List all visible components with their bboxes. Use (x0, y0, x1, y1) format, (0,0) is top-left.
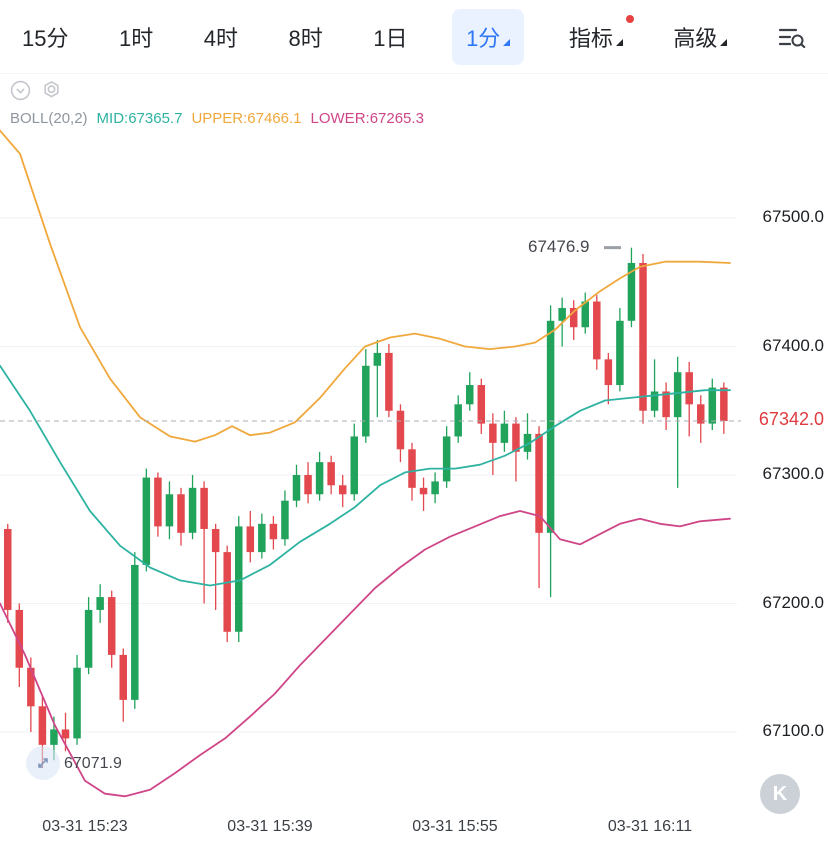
chart-settings-icon[interactable] (772, 19, 812, 55)
candlestick-chart[interactable] (0, 74, 828, 814)
indicator-menu[interactable]: 指标 (563, 12, 634, 62)
tab-8hour[interactable]: 8时 (288, 25, 323, 51)
diagonal-arrows-icon (38, 758, 48, 768)
dropdown-triangle-icon (503, 38, 511, 46)
x-axis-label: 03-31 15:23 (42, 818, 128, 835)
boll-lower-value: LOWER:67265.3 (310, 110, 424, 127)
y-axis-label: 67100.0 (762, 721, 824, 740)
boll-upper-value: UPPER:67466.1 (191, 110, 302, 127)
indicator-name-label: BOLL(20,2) (10, 110, 88, 127)
gear-icon[interactable] (41, 80, 62, 106)
indicator-legend: BOLL(20,2) MID:67365.7 UPPER:67466.1 LOW… (10, 110, 424, 127)
timeframe-toolbar: 15分 1时 4时 8时 1日 1分 指标 高级 (0, 0, 828, 74)
watermark-logo: K (760, 774, 800, 814)
y-axis-label: 67400.0 (762, 336, 824, 355)
session-high-value: 67476.9 (528, 237, 590, 256)
y-axis-label: 67200.0 (762, 593, 824, 612)
chart-tools (10, 80, 62, 106)
dropdown-triangle-icon (615, 38, 623, 46)
session-low-value: 67071.9 (64, 755, 122, 772)
expand-chart-button[interactable] (26, 746, 60, 780)
boll-mid-value: MID:67365.7 (96, 110, 183, 127)
tab-4hour[interactable]: 4时 (203, 25, 239, 51)
tab-15min[interactable]: 15分 (22, 25, 69, 51)
session-high-annotation: 67476.9 (528, 237, 589, 257)
tab-1min-selected[interactable]: 1分 (452, 8, 525, 65)
x-axis-label: 03-31 15:39 (227, 818, 313, 835)
advanced-menu-label: 高级 (673, 25, 718, 51)
dropdown-triangle-icon (720, 38, 728, 46)
current-price-label: 67342.0 (758, 409, 824, 429)
x-axis-label: 03-31 15:55 (412, 818, 498, 835)
tab-1min-label: 1分 (466, 25, 501, 51)
x-axis-label: 03-31 16:11 (607, 818, 693, 835)
session-low-annotation: 67071.9 (64, 755, 122, 773)
tab-1day[interactable]: 1日 (373, 25, 408, 51)
list-search-icon (778, 28, 806, 48)
y-axis-label: 67500.0 (762, 207, 824, 226)
indicator-menu-label: 指标 (568, 25, 613, 51)
collapse-chevron-icon[interactable] (10, 80, 31, 106)
advanced-menu[interactable]: 高级 (667, 12, 733, 62)
y-axis-label: 67300.0 (762, 464, 824, 483)
notification-dot (625, 14, 634, 23)
tab-1hour[interactable]: 1时 (119, 25, 154, 51)
